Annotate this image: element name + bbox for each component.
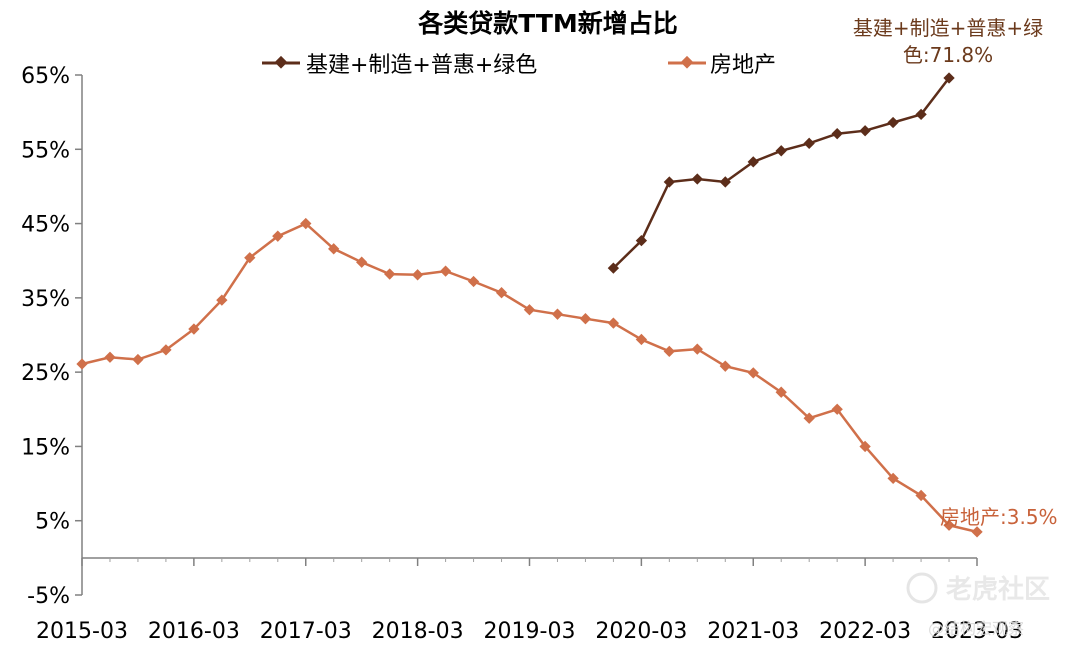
legend-label-realestate: 房地产 [710,53,776,78]
x-tick-label: 2018-03 [372,619,464,644]
watermark-brand: 老虎社区 [946,574,1050,605]
series-1-point [775,386,787,398]
series-1-point [272,230,284,242]
series-1-point [523,304,536,316]
x-tick-label: 2016-03 [148,619,240,644]
y-axis: -5% 5% 15% 25% 35% 45% 55% 65% [21,64,82,609]
annotation-realestate: 房地产:3.5% [940,505,1058,529]
x-tick-label: 2021-03 [707,619,799,644]
series-1-point [384,268,396,280]
y-tick-label: 65% [21,64,70,89]
series-1-point [467,275,480,288]
series-1-point [76,358,88,370]
series-0-point [831,128,843,140]
series-0-point [803,137,815,149]
series-0-point [635,234,648,247]
y-tick-label: 15% [21,435,70,460]
series-1-point [579,313,592,325]
y-tick-label: 55% [21,138,70,163]
series-0-point [663,176,676,188]
series-1-point [244,252,256,264]
x-tick-label: 2017-03 [260,619,352,644]
series-1-point [887,472,899,485]
legend-marker-realestate [680,55,694,69]
x-tick-label: 2019-03 [484,619,576,644]
annotation-infra-line2: 色:71.8% [903,43,993,67]
legend-label-infra: 基建+制造+普惠+绿色 [306,53,537,78]
watermark: 老虎社区 @结构宏观察 [906,572,1050,638]
x-tick-label: 2015-03 [36,619,128,644]
series-1-point [971,526,983,538]
x-tick-label: 2023-03 [931,619,1023,644]
series-1-point [439,265,452,277]
y-tick-label: -5% [27,584,70,609]
annotation-infra-line1: 基建+制造+普惠+绿 [853,16,1043,40]
series-1-point [691,343,703,355]
series-line-1 [81,222,978,534]
series-1-point [160,344,172,356]
series-1-point [411,269,424,281]
series-line-0 [612,77,950,269]
series-1-point [495,287,508,299]
series-1-point [104,351,116,363]
series-1-point [663,345,675,358]
x-tick-label: 2020-03 [595,619,687,644]
series-0-point [887,116,899,129]
series-0-point [859,125,871,137]
x-axis: 2015-03 2016-03 2017-03 2018-03 2019-03 2020-… [36,558,1023,644]
series-1-point [300,217,312,230]
series-1-point [859,440,871,453]
x-tick-label: 2022-03 [819,619,911,644]
legend: 基建+制造+普惠+绿色 房地产 [262,53,776,78]
series-1-point [831,403,843,415]
watermark-logo-icon [906,572,938,604]
y-tick-label: 5% [35,510,70,535]
y-tick-label: 45% [21,213,70,238]
series-1-point [943,519,955,531]
series-0-point [691,173,703,185]
series-1-point [132,353,144,366]
y-tick-label: 25% [21,361,70,386]
series-0-point [775,145,787,157]
series-1-point [551,308,564,320]
series-1-point [803,412,815,424]
series-1-point [356,256,368,268]
series-layer [76,72,983,538]
y-tick-label: 35% [21,287,70,312]
series-1-point [719,360,731,372]
legend-marker-infra [274,55,288,69]
series-1-point [635,333,648,346]
chart-title: 各类贷款TTM新增占比 [417,9,678,38]
watermark-handle: @结构宏观察 [928,619,1024,638]
series-1-point [607,317,620,329]
